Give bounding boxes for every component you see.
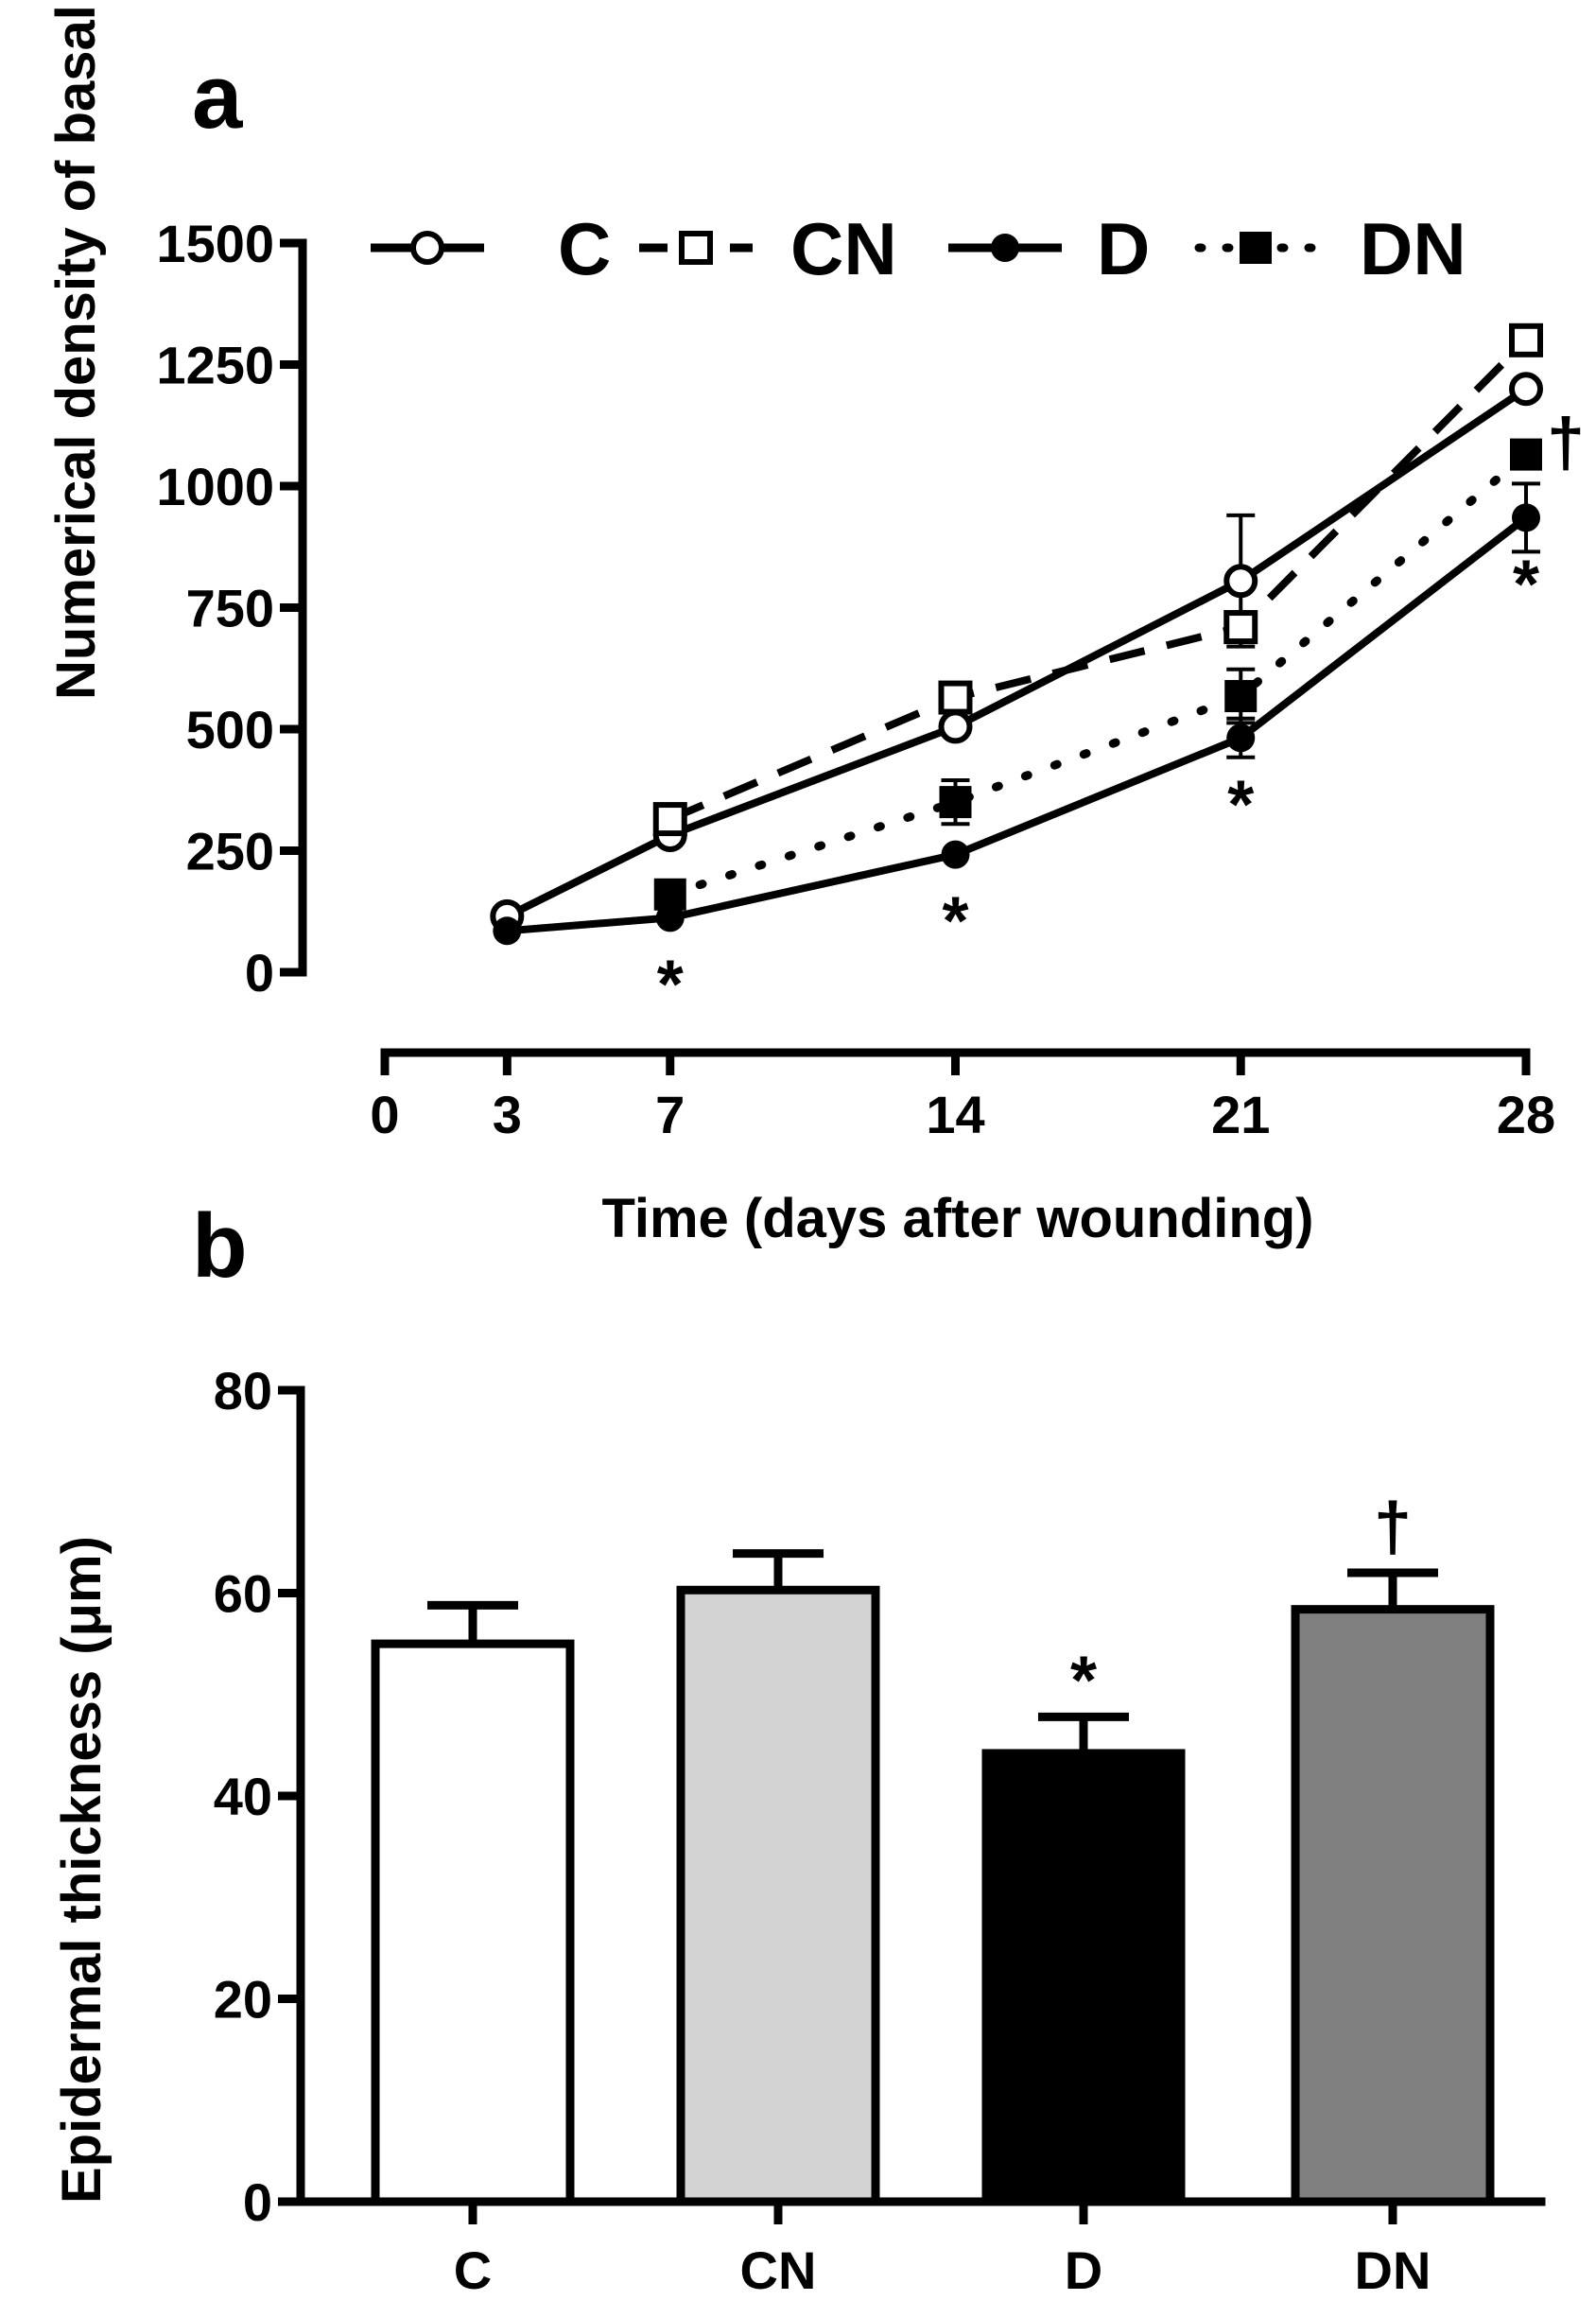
legend-label-d: D [1097, 207, 1150, 290]
data-point-cn [1223, 610, 1258, 645]
y-tick-label: 1500 [156, 214, 274, 273]
data-point-c [1509, 372, 1543, 407]
panel-a-y-axis-label: Numerical density of basal cells/mm3 [37, 0, 107, 700]
bar-d [981, 1749, 1186, 2206]
panel-b-y-axis-label: Epidermal thickness (μm) [51, 1536, 113, 2204]
x-tick-label: CN [740, 2240, 817, 2300]
legend-marker-cn [679, 231, 713, 265]
panel-b-bar-chart: b Epidermal thickness (μm) 0 20 40 60 80 C CN D… [51, 1195, 1546, 2300]
y-tick-label: 250 [186, 822, 274, 881]
data-point-dn [653, 878, 686, 911]
data-point-d [1226, 723, 1256, 753]
significance-asterisk: * [1513, 547, 1539, 622]
x-tick-label: DN [1355, 2240, 1431, 2300]
y-tick-label: 0 [245, 943, 274, 1002]
data-point-c [938, 709, 973, 744]
x-tick-label: 14 [926, 1085, 984, 1144]
y-tick-label: 1250 [156, 336, 274, 395]
y-tick-label: 1000 [156, 457, 274, 516]
legend-label-dn: DN [1360, 207, 1466, 290]
y-tick-label: 20 [214, 1970, 272, 2030]
panel-b-label: b [192, 1195, 248, 1297]
significance-dagger: † [1547, 406, 1585, 481]
significance-asterisk: * [1227, 767, 1254, 843]
data-point-d [1512, 503, 1540, 532]
legend-marker-dn [1240, 232, 1272, 264]
data-point-cn [1509, 322, 1543, 357]
bar-c [371, 1639, 575, 2206]
x-tick-label: 28 [1497, 1085, 1555, 1144]
y-tick-label: 750 [186, 579, 274, 638]
data-point-cn [652, 802, 687, 837]
x-tick-label: 21 [1211, 1085, 1270, 1144]
legend-label-c: C [558, 207, 611, 290]
x-tick-label: C [454, 2240, 492, 2300]
significance-dagger: † [1374, 1490, 1412, 1565]
x-tick-label: 0 [370, 1085, 399, 1144]
y-tick-label: 500 [186, 700, 274, 759]
significance-asterisk: * [942, 884, 968, 960]
data-point-d [493, 916, 522, 946]
data-point-dn [939, 786, 972, 819]
series-line-cn [668, 337, 1529, 823]
legend-marker-d [991, 234, 1019, 262]
significance-asterisk: * [1070, 1643, 1097, 1718]
panel-a-x-axis-label: Time (days after wounding) [601, 1188, 1313, 1249]
panel-a-legend: C CN D DN [371, 207, 1466, 290]
data-point-dn [1224, 680, 1258, 713]
data-point-dn [1510, 438, 1542, 471]
panel-a-line-chart: a Numerical density of basal cells/mm3 T… [37, 0, 1585, 1249]
bar-cn [676, 1585, 880, 2206]
y-tick-label: 60 [214, 1564, 272, 1624]
significance-asterisk: * [657, 947, 684, 1022]
panel-a-label: a [192, 46, 243, 148]
bar-dn [1291, 1605, 1495, 2206]
data-point-d [655, 903, 685, 932]
y-tick-label: 80 [214, 1361, 272, 1420]
data-point-cn [938, 680, 973, 715]
x-tick-label: 7 [655, 1085, 685, 1144]
legend-label-cn: CN [790, 207, 897, 290]
y-tick-label: 0 [243, 2172, 272, 2232]
y-tick-label: 40 [214, 1767, 272, 1826]
panel-b-plot-area: 0 20 40 60 80 C CN D DN * † [214, 1361, 1546, 2300]
legend-marker-c [410, 231, 444, 265]
x-tick-label: D [1065, 2240, 1102, 2300]
data-point-d [941, 840, 970, 869]
data-point-c [1223, 564, 1258, 599]
series-line-dn [666, 450, 1531, 899]
x-tick-label: 3 [493, 1085, 522, 1144]
